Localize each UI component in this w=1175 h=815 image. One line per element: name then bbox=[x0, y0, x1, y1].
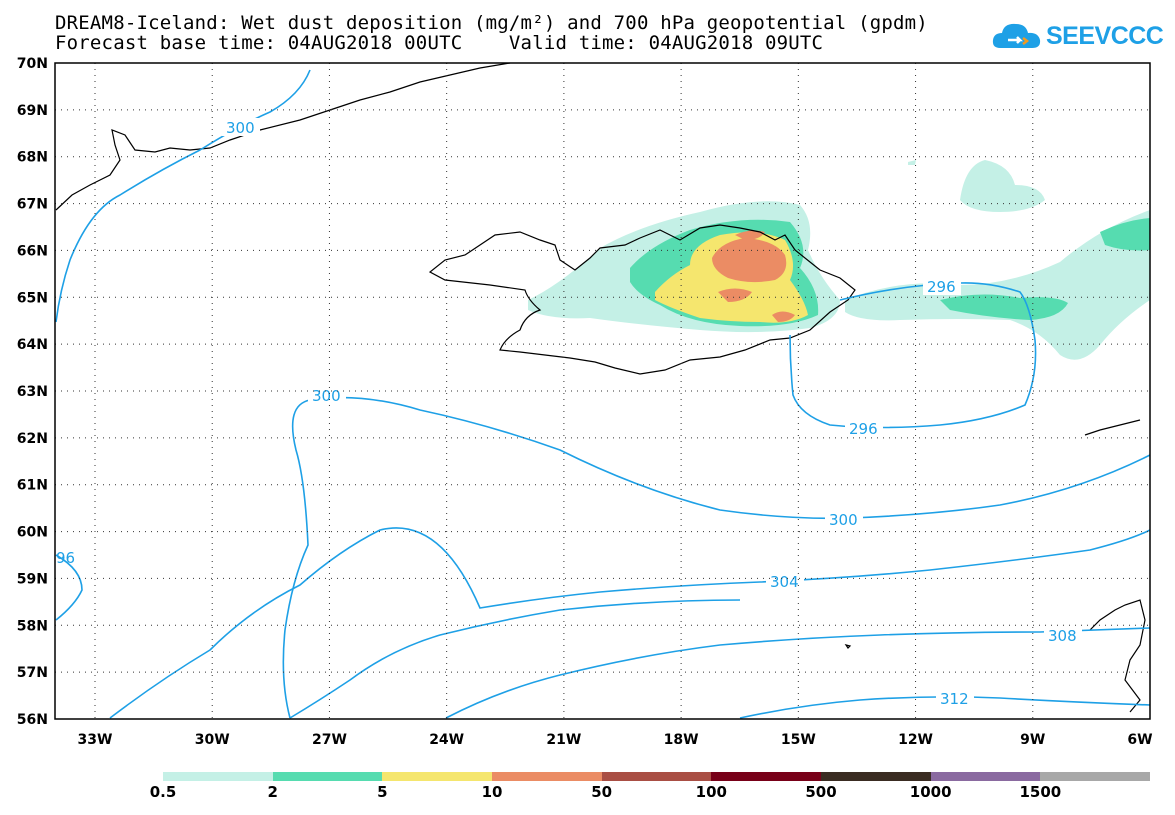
dust-area bbox=[940, 294, 1068, 320]
latitude-label: 66N bbox=[17, 243, 48, 259]
latitude-label: 67N bbox=[17, 197, 48, 213]
contour-308 bbox=[445, 627, 1151, 719]
latitude-label: 70N bbox=[17, 56, 48, 72]
colorbar-segment bbox=[821, 772, 932, 781]
latitude-label: 62N bbox=[17, 431, 48, 447]
colorbar-label: 10 bbox=[481, 783, 503, 801]
latitude-label: 64N bbox=[17, 337, 48, 353]
dust-area bbox=[712, 238, 787, 283]
longitude-label: 12W bbox=[898, 732, 933, 748]
colorbar-segment bbox=[492, 772, 603, 781]
colorbar-segment bbox=[163, 772, 274, 781]
contour-label: 96 bbox=[56, 549, 75, 567]
dust-area bbox=[845, 210, 1150, 360]
colorbar-segment bbox=[382, 772, 493, 781]
dust-shading bbox=[528, 160, 1150, 360]
longitude-label: 27W bbox=[312, 732, 347, 748]
contour-labels: 300 300 300 296 296 304 308 312 96 bbox=[56, 118, 1082, 708]
contour-label: 312 bbox=[940, 690, 969, 708]
longitude-label: 24W bbox=[429, 732, 464, 748]
logo-text: SEEVCCC bbox=[1046, 22, 1164, 50]
contour-312 bbox=[739, 696, 1151, 719]
contour-label: 304 bbox=[770, 573, 799, 591]
latitude-label: 58N bbox=[17, 618, 48, 634]
seevccc-logo: SEEVCCC bbox=[990, 18, 1164, 58]
norway-coastline bbox=[1084, 419, 1146, 713]
colorbar-segment bbox=[711, 772, 822, 781]
contour-296 bbox=[55, 554, 83, 621]
contour-label: 300 bbox=[312, 387, 341, 405]
colorbar-label: 5 bbox=[377, 783, 388, 801]
latitude-label: 63N bbox=[17, 384, 48, 400]
iceland-coastline bbox=[428, 224, 856, 375]
dust-area bbox=[718, 288, 752, 302]
graticule bbox=[55, 63, 1150, 719]
colorbar-label: 50 bbox=[591, 783, 613, 801]
dust-area bbox=[735, 230, 765, 240]
contour-label: 308 bbox=[1048, 627, 1077, 645]
latitude-label: 61N bbox=[17, 478, 48, 494]
latitude-label: 68N bbox=[17, 150, 48, 166]
contour-308 bbox=[289, 599, 741, 719]
latitude-label: 69N bbox=[17, 103, 48, 119]
longitude-label: 18W bbox=[664, 732, 699, 748]
contour-label: 300 bbox=[226, 119, 255, 137]
map-frame bbox=[54, 62, 1151, 720]
coastlines bbox=[55, 62, 1146, 713]
longitude-label: 21W bbox=[546, 732, 581, 748]
colorbar-segment bbox=[272, 772, 383, 781]
cloud-icon bbox=[992, 23, 1041, 48]
colorbar-label: 1000 bbox=[909, 783, 952, 801]
dust-area bbox=[1100, 218, 1150, 251]
longitude-label: 33W bbox=[78, 732, 113, 748]
latitude-label: 56N bbox=[17, 712, 48, 728]
contour-300 bbox=[55, 69, 311, 323]
colorbar-label: 500 bbox=[805, 783, 837, 801]
map-subtitle: Forecast base time: 04AUG2018 00UTC Vali… bbox=[55, 32, 824, 54]
latitude-label: 60N bbox=[17, 525, 48, 541]
faroe-coastline bbox=[844, 644, 852, 649]
contour-304 bbox=[109, 527, 1151, 719]
longitude-label: 30W bbox=[195, 732, 230, 748]
contour-label: 300 bbox=[829, 511, 858, 529]
colorbar-segment bbox=[930, 772, 1041, 781]
longitude-label: 9W bbox=[1020, 732, 1045, 748]
latitude-label: 65N bbox=[17, 290, 48, 306]
colorbar-label: 0.5 bbox=[149, 783, 177, 801]
greenland-coastline bbox=[55, 62, 511, 211]
map-title: DREAM8-Iceland: Wet dust deposition (mg/… bbox=[55, 12, 928, 34]
colorbar-label: 1500 bbox=[1019, 783, 1062, 801]
geopotential-contours bbox=[55, 69, 1151, 719]
latitude-labels: 70N 69N 68N 67N 66N 65N 64N 63N 62N 61N 60N 59N 58N 5… bbox=[17, 56, 48, 728]
contour-label: 296 bbox=[849, 420, 878, 438]
colorbar-label: 100 bbox=[695, 783, 727, 801]
dust-area bbox=[772, 311, 795, 322]
longitude-label: 6W bbox=[1127, 732, 1152, 748]
colorbar-segment bbox=[1040, 772, 1151, 781]
contour-label: 296 bbox=[927, 278, 956, 296]
dust-area bbox=[908, 160, 916, 165]
latitude-label: 57N bbox=[17, 665, 48, 681]
contour-300 bbox=[282, 396, 1151, 719]
longitude-labels: 33W 30W 27W 24W 21W 18W 15W 12W 9W 6W bbox=[78, 732, 1153, 748]
longitude-label: 15W bbox=[781, 732, 816, 748]
colorbar-segment bbox=[601, 772, 712, 781]
dust-area bbox=[960, 160, 1045, 212]
latitude-label: 59N bbox=[17, 571, 48, 587]
colorbar-label: 2 bbox=[267, 783, 278, 801]
